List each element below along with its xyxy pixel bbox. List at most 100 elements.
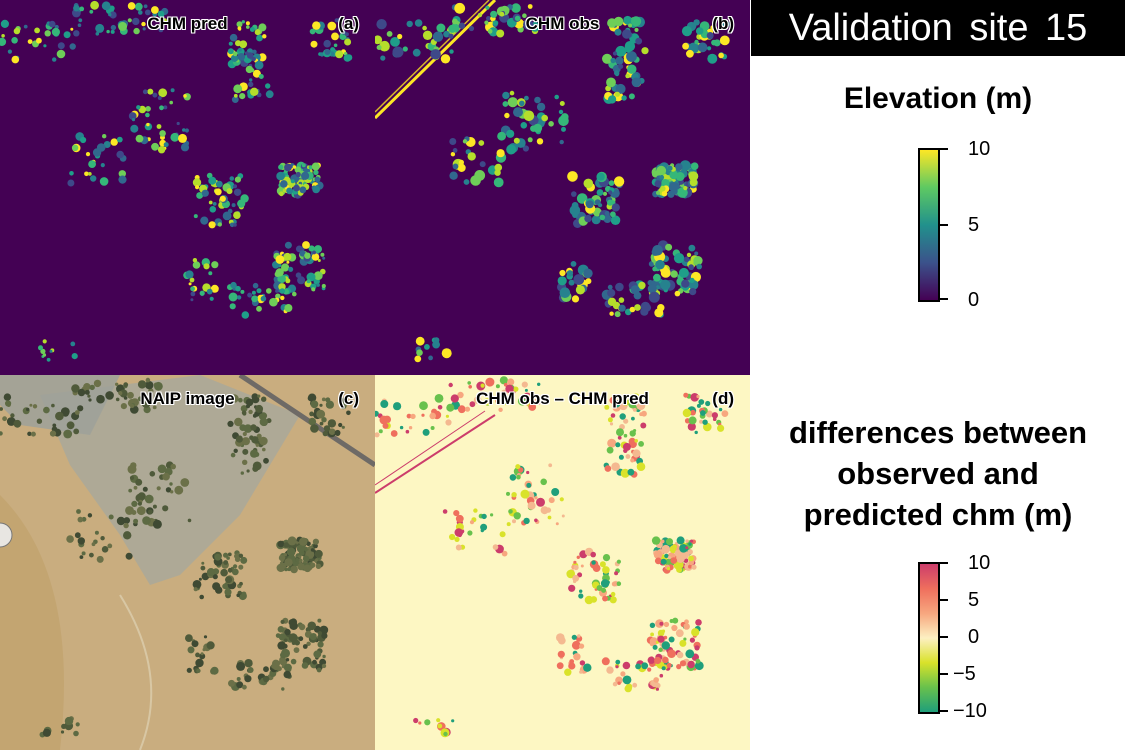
map-texture-dot [651, 536, 661, 545]
map-texture-dot [134, 2, 143, 11]
map-texture-dot [192, 178, 202, 187]
map-texture-dot [263, 675, 270, 683]
map-texture-dot [688, 564, 692, 569]
map-texture-dot [262, 34, 267, 39]
map-texture-dot [77, 23, 82, 28]
map-texture-dot [169, 100, 173, 105]
map-texture-dot [615, 83, 626, 94]
map-texture-dot [720, 19, 730, 29]
map-texture-dot [316, 283, 320, 287]
map-texture-dot [474, 170, 486, 181]
map-texture-dot [163, 105, 168, 110]
map-texture-dot [251, 395, 260, 404]
map-texture-dot [186, 667, 192, 673]
map-texture-dot [694, 251, 699, 256]
map-texture-dot [665, 243, 673, 251]
naip-road [238, 375, 375, 468]
map-texture-dot [390, 37, 400, 47]
map-texture-dot [580, 564, 584, 568]
map-texture-dot [616, 559, 621, 564]
difference-tick-label-neg10: −10 [953, 700, 987, 722]
map-texture-dot [406, 413, 412, 419]
map-texture-dot [638, 441, 644, 447]
map-texture-dot [108, 12, 112, 17]
map-texture-dot [492, 544, 499, 550]
map-texture-dot [513, 386, 519, 392]
map-texture-dot [568, 279, 575, 286]
map-texture-dot [44, 30, 51, 37]
map-texture-dot [321, 632, 328, 639]
tree-cluster-pred [0, 0, 353, 362]
map-texture-dot [569, 205, 581, 216]
map-texture-dot [430, 49, 441, 60]
map-texture-dot [652, 245, 663, 256]
map-texture-dot [467, 152, 476, 161]
map-texture-dot [607, 438, 617, 448]
map-texture-dot [599, 214, 606, 221]
map-texture-dot [321, 663, 327, 669]
map-texture-dot [143, 4, 148, 9]
map-texture-dot [247, 292, 253, 298]
map-texture-dot [118, 391, 123, 396]
map-texture-dot [278, 164, 284, 170]
map-texture-dot [251, 290, 256, 295]
map-texture-dot [610, 211, 616, 218]
map-texture-dot [506, 491, 510, 496]
map-texture-dot [288, 633, 298, 643]
map-texture-dot [246, 469, 250, 473]
map-texture-dot [123, 531, 132, 540]
map-texture-dot [440, 54, 451, 64]
map-texture-dot [698, 399, 705, 405]
map-texture-dot [424, 719, 431, 726]
map-texture-dot [511, 492, 517, 498]
map-texture-dot [647, 656, 655, 664]
map-texture-dot [304, 252, 311, 259]
map-texture-dot [695, 619, 702, 626]
map-texture-dot [208, 200, 213, 205]
map-texture-dot [102, 134, 107, 139]
map-texture-dot [294, 166, 302, 173]
map-texture-dot [123, 517, 131, 524]
map-texture-dot [222, 583, 228, 590]
map-texture-dot [240, 471, 244, 475]
panel-chm-obs: CHM obs (b) [375, 0, 750, 375]
map-texture-dot [331, 32, 339, 41]
map-texture-dot [284, 567, 288, 572]
map-texture-dot [449, 138, 457, 145]
map-texture-dot [158, 88, 168, 98]
map-texture-dot [421, 413, 425, 417]
panel-b-title: CHM obs [525, 14, 600, 33]
map-texture-dot [469, 520, 475, 525]
map-texture-dot [511, 3, 521, 13]
map-texture-dot [245, 65, 254, 74]
map-texture-dot [309, 411, 314, 417]
map-texture-dot [628, 23, 633, 28]
map-texture-dot [284, 163, 292, 172]
map-texture-dot [343, 54, 352, 62]
map-texture-dot [234, 417, 243, 427]
map-texture-dot [524, 388, 528, 392]
map-texture-dot [116, 150, 124, 159]
map-texture-dot [317, 631, 323, 636]
map-texture-dot [206, 288, 213, 295]
map-texture-dot [502, 91, 510, 100]
map-texture-dot [654, 308, 664, 318]
map-texture-dot [159, 105, 164, 111]
map-texture-dot [138, 10, 143, 15]
map-texture-dot [94, 530, 99, 535]
map-texture-dot [690, 162, 699, 170]
map-texture-dot [280, 180, 288, 188]
map-texture-dot [70, 341, 76, 347]
map-texture-dot [583, 268, 593, 279]
map-texture-dot [674, 290, 681, 297]
map-texture-dot [26, 407, 30, 412]
map-texture-dot [659, 673, 664, 678]
map-texture-dot [524, 95, 529, 101]
map-texture-dot [717, 424, 725, 432]
map-texture-dot [265, 90, 274, 99]
map-texture-dot [613, 400, 621, 408]
map-texture-dot [527, 501, 536, 510]
map-texture-dot [393, 402, 402, 411]
elevation-tick-5 [938, 224, 948, 226]
map-texture-dot [611, 203, 620, 212]
